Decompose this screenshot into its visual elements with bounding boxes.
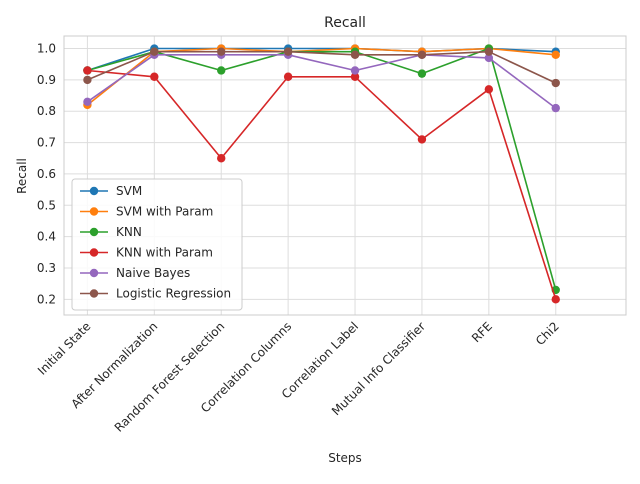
data-point-knn-with-param (83, 66, 92, 75)
y-axis-label: Recall (15, 158, 29, 194)
y-tick-label: 0.3 (37, 261, 56, 275)
data-point-logistic-regression (83, 75, 92, 85)
series-line-knn-with-param (87, 69, 557, 300)
chart-title: Recall (324, 15, 366, 31)
y-tick-label: 0.7 (37, 136, 56, 150)
x-axis-label: Steps (328, 451, 362, 465)
legend-marker-knn-with-param (89, 248, 99, 257)
data-point-logistic-regression (217, 47, 226, 56)
data-point-knn-with-param (350, 72, 360, 81)
data-point-naive-bayes (83, 97, 92, 107)
data-point-logistic-regression (551, 78, 560, 88)
plot-border (63, 35, 627, 316)
legend-marker-naive-bayes (89, 268, 99, 278)
data-point-knn (417, 69, 427, 78)
data-point-logistic-regression (417, 50, 427, 60)
data-point-knn-with-param (150, 72, 159, 81)
y-tick-label: 0.5 (37, 198, 56, 212)
legend-label-logistic-regression: Logistic Regression (116, 287, 231, 301)
legend-box (71, 178, 243, 311)
legend-marker-knn (89, 227, 99, 237)
legend: SVM SVM with Param KNN KNN with Param Naive … (71, 178, 243, 311)
legend-marker-svm (89, 186, 99, 196)
legend-marker-logistic-regression (89, 289, 99, 298)
legend-label-knn: KNN (116, 225, 142, 239)
y-tick-label: 0.6 (37, 167, 56, 181)
y-tick-label: 1.0 (37, 42, 56, 56)
y-tick-label: 0.2 (37, 292, 56, 306)
data-point-logistic-regression (283, 47, 293, 56)
legend-label-knn-with-param: KNN with Param (116, 246, 213, 260)
data-point-knn-with-param (484, 85, 494, 94)
data-point-naive-bayes (350, 66, 360, 75)
data-point-logistic-regression (484, 47, 494, 56)
data-point-logistic-regression (150, 47, 159, 56)
data-point-naive-bayes (551, 103, 560, 113)
legend-label-svm: SVM (116, 184, 142, 198)
series-line-naive-bayes (86, 53, 557, 109)
data-point-knn (217, 66, 226, 75)
data-point-svm-with-param (551, 50, 560, 60)
series-logistic-regression (83, 47, 560, 88)
legend-marker-svm-with-param (89, 207, 99, 216)
data-point-logistic-regression (350, 50, 360, 60)
data-point-knn-with-param (417, 135, 427, 144)
y-tick-label: 0.8 (37, 104, 56, 118)
legend-label-naive-bayes: Naive Bayes (116, 266, 190, 280)
series-knn-with-param (83, 66, 560, 304)
data-point-knn-with-param (217, 154, 226, 163)
data-point-naive-bayes (484, 53, 494, 63)
series-line-logistic-regression (87, 50, 557, 84)
data-point-knn-with-param (551, 295, 560, 304)
y-tick-label: 0.4 (37, 230, 56, 244)
legend-label-svm-with-param: SVM with Param (116, 205, 213, 219)
y-tick-label: 0.9 (37, 73, 56, 87)
data-point-knn-with-param (283, 72, 293, 81)
